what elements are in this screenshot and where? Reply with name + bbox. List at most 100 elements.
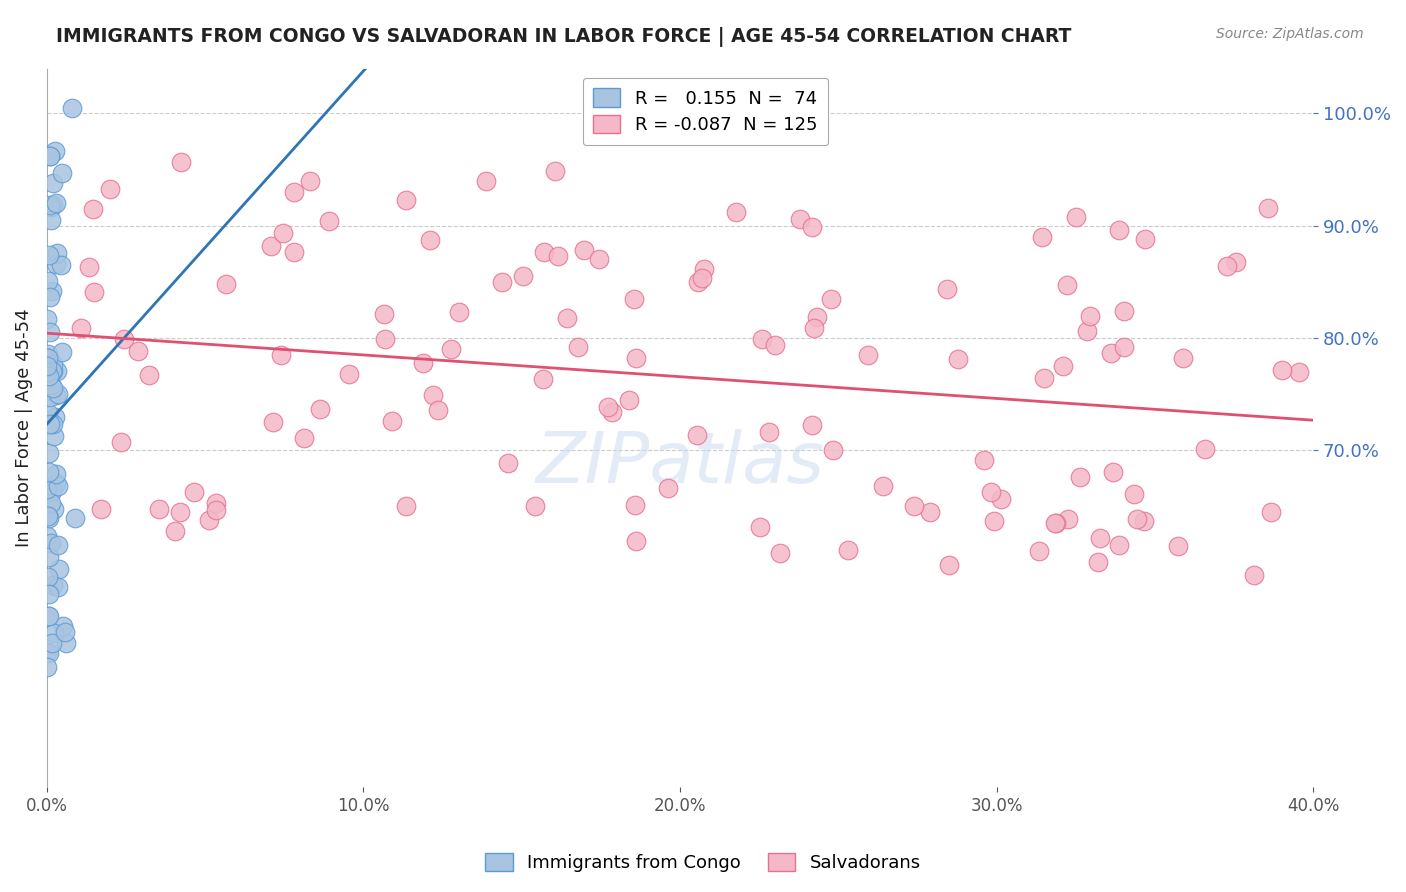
Salvadorans [626, 533, 648, 548]
Salvadorans [82, 202, 104, 216]
Salvadorans [821, 442, 844, 457]
Salvadorans [77, 260, 100, 274]
Immigrants from Congo [42, 428, 65, 442]
Salvadorans [419, 233, 441, 247]
Immigrants from Congo [46, 479, 69, 493]
Salvadorans [837, 543, 859, 558]
Salvadorans [686, 428, 709, 442]
Salvadorans [70, 321, 93, 335]
Salvadorans [491, 275, 513, 289]
Salvadorans [1078, 309, 1101, 323]
Immigrants from Congo [41, 364, 63, 378]
Immigrants from Congo [45, 388, 67, 402]
Immigrants from Congo [39, 200, 62, 214]
Immigrants from Congo [41, 636, 63, 650]
Immigrants from Congo [37, 351, 59, 366]
Immigrants from Congo [45, 196, 67, 211]
Salvadorans [1052, 359, 1074, 374]
Immigrants from Congo [41, 176, 63, 190]
Salvadorans [373, 307, 395, 321]
Immigrants from Congo [46, 538, 69, 552]
Salvadorans [990, 491, 1012, 506]
Salvadorans [763, 337, 786, 351]
Immigrants from Congo [51, 166, 73, 180]
Salvadorans [572, 243, 595, 257]
Salvadorans [1271, 363, 1294, 377]
Salvadorans [690, 271, 713, 285]
Salvadorans [1288, 365, 1310, 379]
Salvadorans [1133, 515, 1156, 529]
Text: ZIPatlas: ZIPatlas [536, 429, 824, 498]
Immigrants from Congo [55, 636, 77, 650]
Salvadorans [449, 305, 471, 319]
Salvadorans [262, 416, 284, 430]
Immigrants from Congo [38, 149, 60, 163]
Salvadorans [98, 182, 121, 196]
Salvadorans [1088, 531, 1111, 545]
Immigrants from Congo [37, 609, 59, 624]
Salvadorans [1056, 278, 1078, 293]
Salvadorans [1043, 516, 1066, 531]
Salvadorans [1194, 442, 1216, 457]
Salvadorans [1243, 567, 1265, 582]
Y-axis label: In Labor Force | Age 45-54: In Labor Force | Age 45-54 [15, 309, 32, 547]
Salvadorans [292, 431, 315, 445]
Salvadorans [1045, 516, 1067, 530]
Salvadorans [283, 244, 305, 259]
Salvadorans [1125, 512, 1147, 526]
Salvadorans [170, 155, 193, 169]
Immigrants from Congo [37, 359, 59, 374]
Salvadorans [758, 425, 780, 439]
Salvadorans [872, 479, 894, 493]
Salvadorans [271, 226, 294, 240]
Salvadorans [127, 343, 149, 358]
Salvadorans [806, 310, 828, 324]
Salvadorans [555, 310, 578, 325]
Immigrants from Congo [38, 198, 60, 212]
Immigrants from Congo [41, 285, 63, 299]
Immigrants from Congo [46, 364, 69, 378]
Immigrants from Congo [42, 357, 65, 371]
Immigrants from Congo [41, 535, 63, 549]
Salvadorans [1076, 324, 1098, 338]
Immigrants from Congo [37, 529, 59, 543]
Immigrants from Congo [60, 101, 83, 115]
Salvadorans [412, 356, 434, 370]
Salvadorans [112, 332, 135, 346]
Salvadorans [1056, 512, 1078, 526]
Salvadorans [803, 321, 825, 335]
Immigrants from Congo [45, 257, 67, 271]
Immigrants from Congo [37, 365, 59, 379]
Immigrants from Congo [35, 645, 58, 659]
Immigrants from Congo [37, 446, 59, 460]
Salvadorans [624, 499, 647, 513]
Salvadorans [748, 520, 770, 534]
Immigrants from Congo [37, 406, 59, 420]
Salvadorans [800, 220, 823, 235]
Immigrants from Congo [39, 378, 62, 392]
Immigrants from Congo [38, 550, 60, 565]
Salvadorans [820, 292, 842, 306]
Salvadorans [602, 405, 624, 419]
Immigrants from Congo [42, 364, 65, 378]
Immigrants from Congo [38, 465, 60, 479]
Salvadorans [624, 351, 647, 366]
Immigrants from Congo [39, 325, 62, 339]
Salvadorans [381, 414, 404, 428]
Salvadorans [440, 343, 463, 357]
Immigrants from Congo [52, 619, 75, 633]
Salvadorans [1108, 538, 1130, 552]
Immigrants from Congo [35, 508, 58, 522]
Salvadorans [138, 368, 160, 383]
Immigrants from Congo [46, 387, 69, 401]
Salvadorans [1123, 486, 1146, 500]
Immigrants from Congo [37, 347, 59, 361]
Salvadorans [1064, 211, 1087, 225]
Salvadorans [598, 400, 620, 414]
Salvadorans [165, 524, 187, 538]
Immigrants from Congo [38, 646, 60, 660]
Salvadorans [1225, 254, 1247, 268]
Salvadorans [214, 277, 236, 291]
Immigrants from Congo [38, 149, 60, 163]
Salvadorans [197, 513, 219, 527]
